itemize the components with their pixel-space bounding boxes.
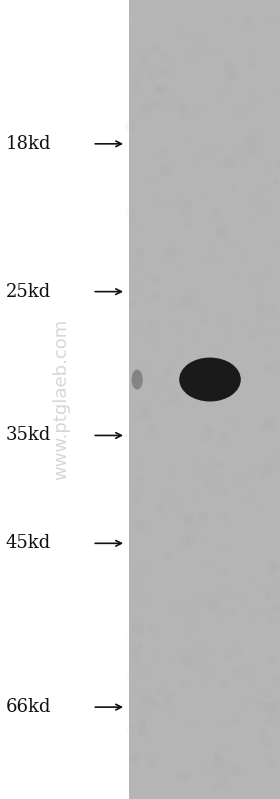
Text: 45kd: 45kd: [6, 535, 51, 552]
Ellipse shape: [179, 357, 241, 401]
Text: 18kd: 18kd: [6, 135, 51, 153]
Text: 25kd: 25kd: [6, 283, 51, 300]
Text: 66kd: 66kd: [6, 698, 51, 716]
Text: 35kd: 35kd: [6, 427, 51, 444]
Ellipse shape: [132, 369, 143, 389]
Text: www.ptglaeb.com: www.ptglaeb.com: [53, 319, 71, 480]
